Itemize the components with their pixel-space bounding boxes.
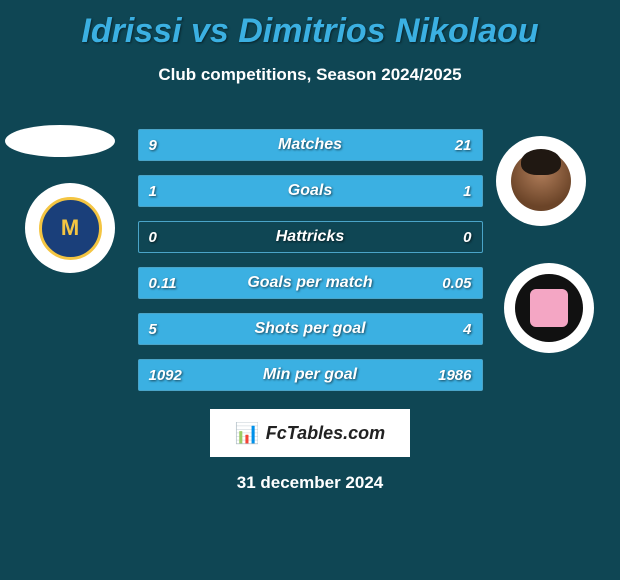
team-left-badge-text: M <box>39 197 102 260</box>
stat-label: Goals <box>288 182 332 200</box>
team-right-badge <box>504 263 594 353</box>
stat-value-left: 9 <box>149 137 157 154</box>
stat-value-right: 0 <box>463 229 471 246</box>
team-left-badge: M <box>25 183 115 273</box>
stat-value-left: 5 <box>149 321 157 338</box>
stat-label: Goals per match <box>247 274 372 292</box>
bar-fill-right <box>310 176 482 206</box>
page-title: Idrissi vs Dimitrios Nikolaou <box>0 0 620 51</box>
stat-value-left: 1092 <box>149 367 182 384</box>
bar-fill-left <box>139 176 311 206</box>
stat-row: 1 Goals 1 <box>138 175 483 207</box>
stat-label: Shots per goal <box>254 320 365 338</box>
stat-value-right: 1986 <box>438 367 471 384</box>
player-right-avatar <box>496 136 586 226</box>
brand-label: FcTables.com <box>266 423 385 444</box>
brand-icon: 📊 <box>235 421 260 446</box>
stat-row: 9 Matches 21 <box>138 129 483 161</box>
stat-row: 0 Hattricks 0 <box>138 221 483 253</box>
stat-value-right: 21 <box>455 137 472 154</box>
stat-value-left: 1 <box>149 183 157 200</box>
stat-value-right: 4 <box>463 321 471 338</box>
stat-row: 1092 Min per goal 1986 <box>138 359 483 391</box>
stat-label: Matches <box>278 136 342 154</box>
stat-label: Hattricks <box>276 228 344 246</box>
stat-value-left: 0.11 <box>149 275 177 292</box>
stat-value-left: 0 <box>149 229 157 246</box>
stat-row: 0.11 Goals per match 0.05 <box>138 267 483 299</box>
team-right-badge-inner <box>515 274 583 342</box>
player-right-silhouette <box>505 145 577 217</box>
subtitle: Club competitions, Season 2024/2025 <box>0 65 620 85</box>
stats-list: 9 Matches 21 1 Goals 1 0 Hattricks 0 0.11 Goals pe… <box>138 111 483 391</box>
stat-value-right: 1 <box>463 183 471 200</box>
comparison-content: M 9 Matches 21 1 Goals 1 0 Hattricks 0 0.11 Goals … <box>0 111 620 493</box>
stat-row: 5 Shots per goal 4 <box>138 313 483 345</box>
date-label: 31 december 2024 <box>0 473 620 493</box>
stat-label: Min per goal <box>263 366 357 384</box>
stat-value-right: 0.05 <box>442 275 471 292</box>
player-left-avatar <box>5 125 115 157</box>
brand-box: 📊 FcTables.com <box>210 409 410 457</box>
